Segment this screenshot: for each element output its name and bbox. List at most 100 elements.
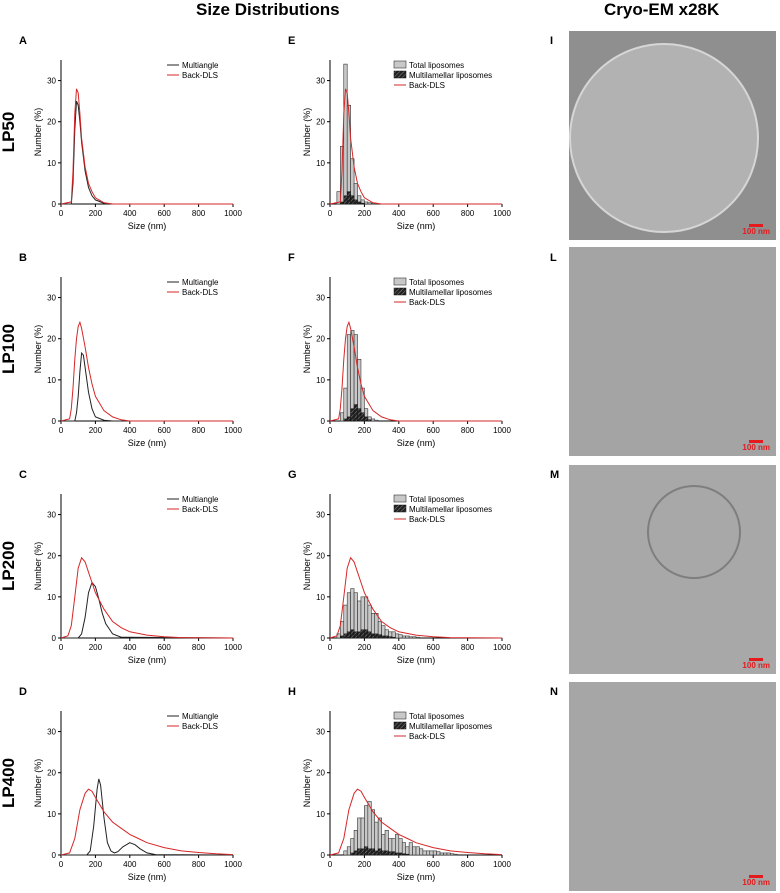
size-distributions-header: Size Distributions [196, 0, 340, 19]
scale-bar-label: 100 nm [742, 661, 770, 670]
bar-total-F [343, 387, 348, 422]
y-tick-label-D: 20 [47, 769, 56, 778]
y-tick-label-G: 20 [316, 552, 325, 561]
x-tick-label-F: 200 [358, 426, 372, 435]
x-tick-label-C: 0 [59, 643, 64, 652]
x-tick-label-D: 1000 [224, 860, 242, 869]
legend-label-multilamellar-F: Multilamellar liposomes [409, 288, 492, 297]
bar-multilamellar-H [398, 852, 403, 856]
bar-multilamellar-G [391, 636, 396, 639]
bar-multilamellar-G [377, 634, 382, 639]
scale-bar: 100 nm [742, 224, 770, 236]
legend-label-multilamellar-G: Multilamellar liposomes [409, 505, 492, 514]
legend-swatch-total-H [393, 711, 407, 720]
bar-total-H [395, 834, 400, 856]
x-tick-label-H: 0 [328, 860, 333, 869]
x-tick-label-G: 800 [461, 643, 475, 652]
bar-total-H [426, 850, 431, 856]
x-tick-label-G: 1000 [493, 643, 511, 652]
bar-total-F [340, 412, 345, 422]
row-label-LP50: LP50 [0, 112, 18, 153]
y-tick-label-F: 0 [321, 417, 326, 426]
bar-multilamellar-H [374, 850, 379, 856]
bar-multilamellar-H [391, 851, 396, 856]
series-line-multiangle-B [61, 351, 233, 422]
x-tick-label-F: 0 [328, 426, 333, 435]
y-tick-label-G: 30 [316, 511, 325, 520]
legend-label-backdls-D: Back-DLS [182, 722, 218, 731]
legend-label-multiangle-B: Multiangle [182, 278, 219, 287]
y-tick-label-H: 10 [316, 810, 325, 819]
x-tick-label-A: 200 [89, 209, 103, 218]
x-tick-label-A: 0 [59, 209, 64, 218]
legend-swatch-multilamellar-H [393, 721, 407, 730]
y-tick-label-B: 0 [52, 417, 57, 426]
cryo-em-image-L: 100 nm [569, 247, 776, 456]
fit-line-backdls-H [329, 788, 503, 856]
x-tick-label-D: 400 [123, 860, 137, 869]
legend-label-total-E: Total liposomes [409, 61, 464, 70]
cryo-em-image-M: 100 nm [569, 465, 776, 674]
scale-bar-label: 100 nm [742, 878, 770, 887]
bar-total-G [405, 635, 410, 639]
x-tick-label-E: 600 [427, 209, 441, 218]
y-tick-label-C: 30 [47, 511, 56, 520]
y-tick-label-B: 20 [47, 335, 56, 344]
legend-swatch-multilamellar-G [393, 504, 407, 513]
bar-multilamellar-E [346, 191, 351, 205]
bar-multilamellar-H [353, 850, 358, 856]
y-tick-label-D: 30 [47, 728, 56, 737]
x-tick-label-H: 200 [358, 860, 372, 869]
bar-total-H [398, 838, 403, 856]
x-tick-label-A: 1000 [224, 209, 242, 218]
bar-multilamellar-F [357, 408, 362, 422]
x-tick-label-F: 800 [461, 426, 475, 435]
bar-total-H [367, 801, 372, 856]
legend-label-multiangle-D: Multiangle [182, 712, 219, 721]
x-axis-label-G: Size (nm) [397, 655, 436, 665]
bar-total-H [446, 852, 451, 856]
fit-line-backdls-G [329, 556, 503, 639]
grid-hole-circle [569, 43, 759, 233]
x-axis-label-H: Size (nm) [397, 872, 436, 882]
panel-letter-E: E [288, 35, 295, 47]
bar-multilamellar-G [367, 631, 372, 639]
legend-label-backdls-F: Back-DLS [409, 298, 445, 307]
bar-multilamellar-H [405, 853, 410, 856]
y-axis-label-G: Number (%) [302, 542, 312, 591]
x-tick-label-B: 400 [123, 426, 137, 435]
x-axis-label-E: Size (nm) [397, 221, 436, 231]
bar-total-H [412, 846, 417, 856]
y-tick-label-A: 10 [47, 159, 56, 168]
legend-label-backdls-B: Back-DLS [182, 288, 218, 297]
bar-multilamellar-G [381, 635, 386, 639]
y-tick-label-H: 30 [316, 728, 325, 737]
legend-label-backdls-G: Back-DLS [409, 515, 445, 524]
scale-bar-label: 100 nm [742, 227, 770, 236]
x-tick-label-E: 400 [392, 209, 406, 218]
bar-multilamellar-H [384, 850, 389, 856]
bar-multilamellar-E [340, 201, 345, 205]
legend-swatch-total-G [393, 494, 407, 503]
bar-multilamellar-E [350, 195, 355, 205]
series-line-multiangle-D [61, 778, 234, 856]
panel-letter-H: H [288, 686, 296, 698]
y-tick-label-C: 10 [47, 593, 56, 602]
bar-multilamellar-H [364, 846, 369, 856]
y-tick-label-F: 10 [316, 376, 325, 385]
panel-letter-B: B [19, 252, 27, 264]
x-tick-label-E: 0 [328, 209, 333, 218]
x-tick-label-B: 600 [158, 426, 172, 435]
bar-total-H [415, 846, 420, 856]
bar-multilamellar-H [377, 848, 382, 856]
bar-total-G [415, 636, 420, 639]
bar-multilamellar-G [364, 629, 369, 639]
bar-multilamellar-G [350, 629, 355, 639]
bar-total-H [346, 846, 351, 856]
x-tick-label-F: 400 [392, 426, 406, 435]
bar-total-H [374, 821, 379, 856]
bar-multilamellar-G [357, 631, 362, 639]
bar-total-E [367, 202, 372, 205]
y-tick-label-C: 0 [52, 634, 57, 643]
x-tick-label-F: 600 [427, 426, 441, 435]
